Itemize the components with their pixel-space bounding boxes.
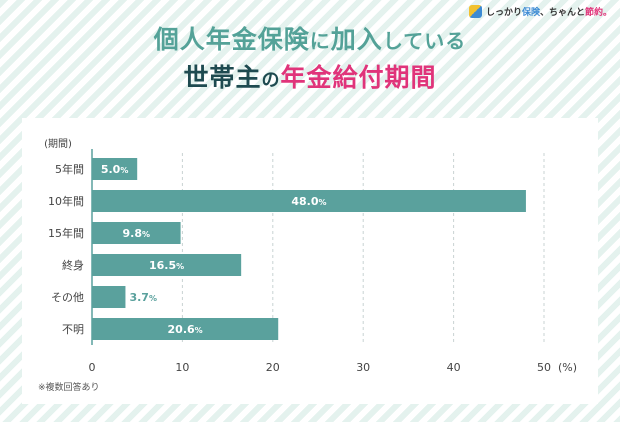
data-label: 16.5% bbox=[149, 259, 184, 272]
data-label: 20.6% bbox=[168, 323, 203, 336]
title-part: している bbox=[382, 29, 467, 53]
title-part: 個人年金保険 bbox=[153, 25, 310, 54]
bar bbox=[92, 190, 526, 212]
data-label: 3.7% bbox=[129, 291, 157, 304]
x-tick-label: 0 bbox=[89, 361, 96, 374]
chart-title-line1: 個人年金保険に加入している bbox=[0, 20, 620, 56]
x-tick-label: 20 bbox=[266, 361, 280, 374]
brand-logo-icon bbox=[468, 5, 482, 18]
x-tick-label: 10 bbox=[175, 361, 189, 374]
x-tick-label: 40 bbox=[447, 361, 461, 374]
category-label: 終身 bbox=[62, 258, 84, 272]
category-label: 15年間 bbox=[48, 226, 84, 240]
x-tick-label: 30 bbox=[356, 361, 370, 374]
category-label: その他 bbox=[51, 291, 84, 304]
brand-text: しっかり保険、ちゃんと節約。 bbox=[485, 8, 612, 18]
bar bbox=[92, 286, 126, 308]
bar bbox=[92, 158, 138, 180]
title-part: の bbox=[261, 70, 281, 91]
x-unit-label: (%) bbox=[558, 361, 577, 374]
brand-logo-group: しっかり保険、ちゃんと節約。 bbox=[468, 5, 612, 18]
x-tick-label: 50 bbox=[537, 361, 551, 374]
footnote: ※複数回答あり bbox=[38, 383, 100, 393]
bar bbox=[92, 254, 242, 276]
bar bbox=[92, 222, 181, 244]
title-part: 世帯主 bbox=[183, 63, 262, 92]
category-axis-label: (期間) bbox=[44, 138, 72, 150]
data-label: 48.0% bbox=[291, 195, 326, 208]
title-part: に bbox=[309, 29, 331, 53]
category-label: 不明 bbox=[62, 323, 84, 336]
data-label: 9.8% bbox=[123, 227, 151, 240]
category-label: 5年間 bbox=[55, 162, 84, 176]
bar bbox=[92, 318, 279, 340]
title-part: 年金給付期間 bbox=[280, 63, 437, 92]
title-part: 加入 bbox=[330, 25, 383, 54]
data-label: 5.0% bbox=[101, 163, 129, 176]
chart-title-line2: 世帯主の年金給付期間 bbox=[0, 58, 620, 94]
category-label: 10年間 bbox=[48, 194, 84, 208]
